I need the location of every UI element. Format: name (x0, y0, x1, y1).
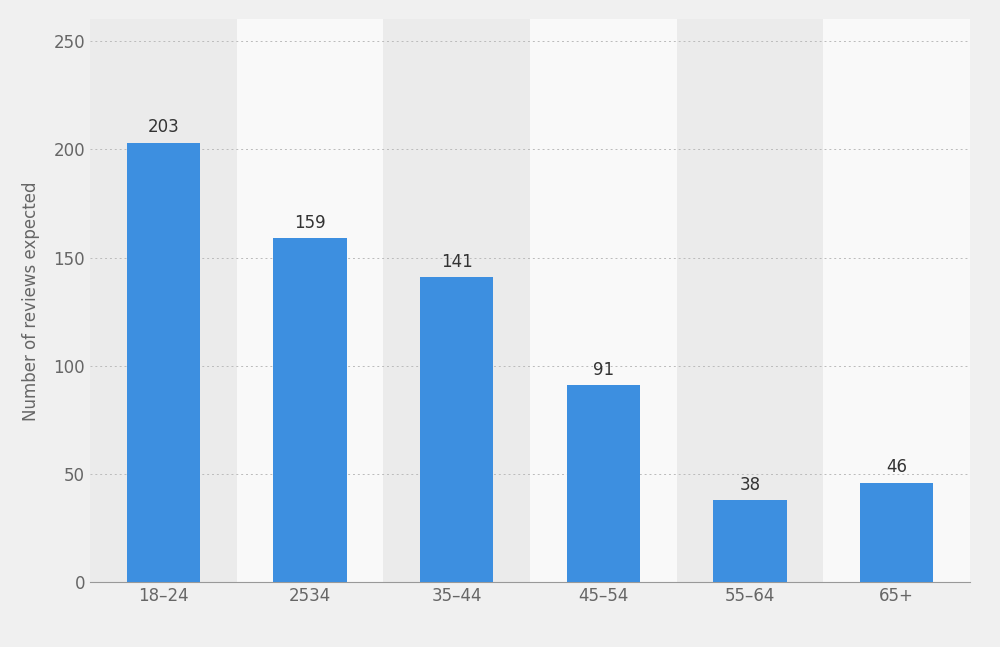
Bar (713, 500, 787, 582)
Bar (383, 19, 530, 582)
Bar (677, 19, 823, 582)
Bar (567, 386, 640, 582)
Bar (127, 143, 200, 582)
Text: 159: 159 (294, 214, 326, 232)
Text: 46: 46 (886, 458, 907, 476)
Bar (237, 19, 383, 582)
Bar (860, 483, 933, 582)
Text: 38: 38 (739, 476, 761, 494)
Bar (273, 238, 347, 582)
Y-axis label: Number of reviews expected: Number of reviews expected (22, 181, 40, 421)
Text: 203: 203 (147, 118, 179, 137)
Bar (90, 19, 237, 582)
Bar (530, 19, 677, 582)
Text: 141: 141 (441, 252, 473, 270)
Bar (823, 19, 970, 582)
Text: 91: 91 (593, 361, 614, 378)
Bar (420, 277, 493, 582)
